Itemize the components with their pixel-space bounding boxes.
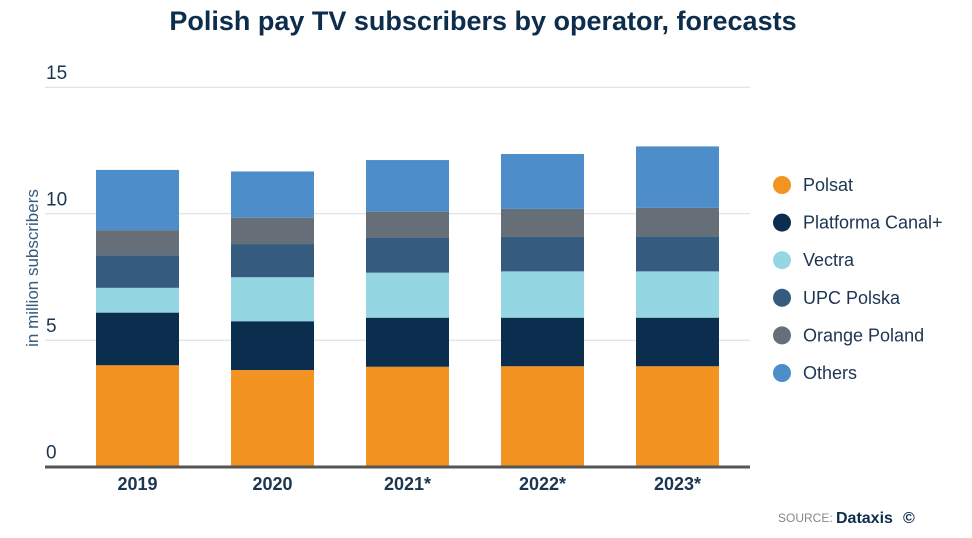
y-tick-label: 5 bbox=[46, 316, 57, 337]
y-axis-label: in million subscribers bbox=[23, 189, 42, 347]
x-tick-label: 2019 bbox=[117, 474, 157, 494]
chart-title: Polish pay TV subscribers by operator, f… bbox=[169, 6, 796, 36]
bar-segment-others-2021 bbox=[366, 160, 449, 212]
bar-segment-vectra-2019 bbox=[96, 287, 179, 313]
bar-segment-upc-polska-2023 bbox=[636, 236, 719, 272]
legend-marker bbox=[773, 364, 791, 382]
y-tick-label: 0 bbox=[46, 443, 57, 464]
bar-segment-others-2019 bbox=[96, 169, 179, 231]
bar-segment-upc-polska-2022 bbox=[501, 236, 584, 272]
bar-segment-orange-poland-2022 bbox=[501, 208, 584, 237]
copyright-mark: © bbox=[903, 510, 915, 527]
bar-segment-polsat-2021 bbox=[366, 366, 449, 467]
bar-segment-others-2023 bbox=[636, 146, 719, 208]
x-tick-label: 2021* bbox=[384, 474, 431, 494]
bar-segment-polsat-2019 bbox=[96, 365, 179, 467]
x-tick-label: 2023* bbox=[654, 474, 701, 494]
source-name: Dataxis bbox=[836, 510, 893, 527]
bar-segment-platforma-canal--2019 bbox=[96, 312, 179, 366]
source-label: SOURCE: bbox=[778, 511, 833, 525]
bar-segment-orange-poland-2023 bbox=[636, 207, 719, 237]
legend-label: UPC Polska bbox=[803, 288, 901, 308]
bar-segment-orange-poland-2020 bbox=[231, 217, 314, 245]
legend-label: Polsat bbox=[803, 175, 853, 195]
x-tick-label: 2020 bbox=[252, 474, 292, 494]
legend-label: Orange Poland bbox=[803, 325, 924, 345]
legend-marker bbox=[773, 176, 791, 194]
bar-segment-orange-poland-2019 bbox=[96, 230, 179, 256]
legend-label: Vectra bbox=[803, 250, 855, 270]
bar-segment-others-2020 bbox=[231, 171, 314, 218]
bar-segment-platforma-canal--2020 bbox=[231, 321, 314, 371]
bar-segment-polsat-2020 bbox=[231, 370, 314, 467]
x-tick-label: 2022* bbox=[519, 474, 566, 494]
legend-marker bbox=[773, 213, 791, 232]
bar-segment-polsat-2023 bbox=[636, 366, 719, 467]
legend-marker bbox=[773, 326, 791, 345]
bar-segment-upc-polska-2019 bbox=[96, 255, 179, 288]
legend-label: Others bbox=[803, 363, 857, 383]
bar-segment-platforma-canal--2023 bbox=[636, 317, 719, 367]
bar-segment-polsat-2022 bbox=[501, 366, 584, 467]
bar-segment-vectra-2022 bbox=[501, 271, 584, 318]
y-tick-label: 10 bbox=[46, 190, 67, 211]
bar-segment-platforma-canal--2021 bbox=[366, 317, 449, 367]
bar-segment-upc-polska-2021 bbox=[366, 237, 449, 273]
y-tick-label: 15 bbox=[46, 63, 67, 84]
bar-segment-others-2022 bbox=[501, 153, 584, 209]
bar-segment-upc-polska-2020 bbox=[231, 244, 314, 278]
bar-segment-platforma-canal--2022 bbox=[501, 317, 584, 367]
bar-segment-vectra-2023 bbox=[636, 271, 719, 318]
bar-segment-vectra-2021 bbox=[366, 272, 449, 318]
legend-marker bbox=[773, 251, 791, 270]
bar-segment-orange-poland-2021 bbox=[366, 211, 449, 238]
bar-segment-vectra-2020 bbox=[231, 277, 314, 322]
legend-marker bbox=[773, 288, 791, 307]
legend-label: Platforma Canal+ bbox=[803, 213, 943, 233]
